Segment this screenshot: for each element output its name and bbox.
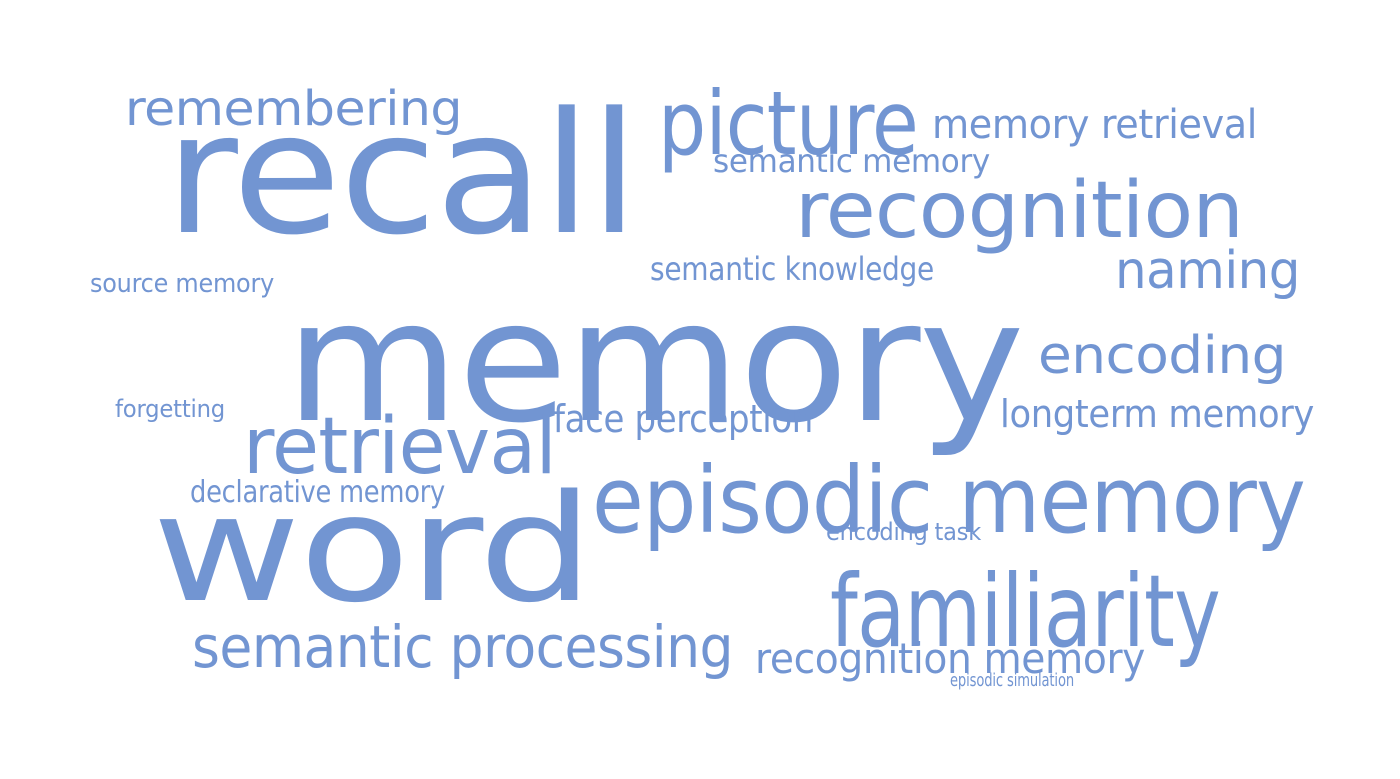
word-recognition: recognition (795, 166, 1244, 256)
word-encoding: encoding (1038, 326, 1287, 386)
word-episodic-memory: episodic memory (592, 447, 1306, 554)
word-memory: memory (285, 264, 1025, 460)
word-recognition-memory: recognition memory (755, 634, 1146, 683)
word-picture: picture (658, 72, 919, 175)
word-recall: recall (165, 76, 639, 272)
word-encoding-task: encoding task (826, 518, 982, 546)
word-source-memory: source memory (90, 269, 274, 299)
word-naming: naming (1115, 241, 1300, 301)
word-remembering: remembering (125, 81, 463, 137)
word-forgetting: forgetting (115, 395, 226, 423)
word-face-perception: face perception (553, 397, 814, 441)
word-retrieval: retrieval (243, 402, 557, 492)
word-longterm-memory: longterm memory (1000, 392, 1315, 436)
word-word: word (152, 463, 594, 635)
word-declarative-memory: declarative memory (190, 475, 445, 510)
word-semantic-memory: semantic memory (713, 142, 990, 180)
word-semantic-processing: semantic processing (192, 613, 734, 681)
word-memory-retrieval: memory retrieval (932, 102, 1258, 148)
word-familiarity: familiarity (830, 553, 1221, 670)
word-semantic-knowledge: semantic knowledge (650, 250, 935, 288)
word-episodic-simulation: episodic simulation (950, 670, 1075, 691)
